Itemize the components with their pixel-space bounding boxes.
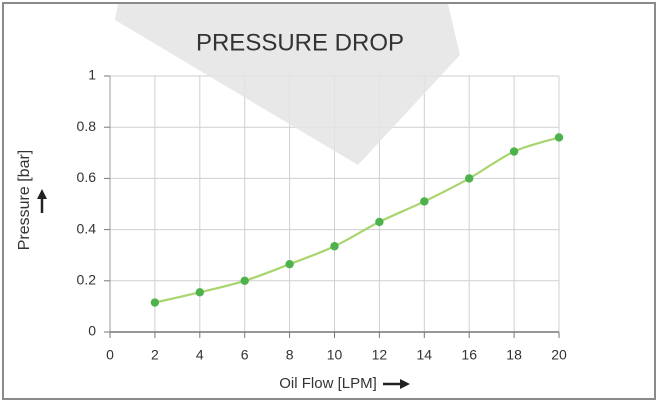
series-line (154, 136, 560, 304)
y-tick-label: 0.8 (77, 118, 97, 134)
y-tick-label: 1 (88, 67, 96, 83)
y-tick-label: 0.2 (77, 272, 97, 288)
x-tick-label: 10 (327, 347, 343, 363)
data-point (554, 133, 564, 142)
y-axis-label: Pressure [bar] (16, 150, 33, 250)
data-point (240, 276, 249, 285)
data-point (150, 298, 160, 307)
x-tick-label: 12 (372, 347, 388, 363)
x-axis-label: Oil Flow [LPM] (279, 375, 377, 392)
data-point (420, 197, 429, 206)
data-point (330, 242, 339, 251)
x-tick-label: 18 (506, 347, 522, 363)
data-point (195, 288, 204, 297)
y-tick-label: 0.6 (77, 169, 97, 185)
x-tick-label: 6 (241, 347, 249, 363)
x-tick-label: 8 (286, 347, 294, 363)
x-tick-label: 16 (461, 347, 477, 363)
y-tick-label: 0.4 (77, 220, 97, 236)
x-tick-label: 14 (417, 347, 433, 363)
title-band (115, 4, 460, 165)
data-point (465, 174, 474, 183)
x-arrow (383, 379, 410, 389)
y-arrow (37, 189, 47, 213)
y-tick-label: 0 (88, 323, 96, 339)
data-point (375, 217, 384, 227)
data-point (285, 259, 294, 269)
x-tick-label: 0 (106, 347, 114, 363)
x-tick-label: 20 (551, 347, 567, 363)
data-point (509, 147, 519, 156)
x-tick-label: 4 (196, 347, 204, 363)
chart-title: PRESSURE DROP (196, 29, 404, 56)
x-tick-label: 2 (151, 347, 159, 363)
